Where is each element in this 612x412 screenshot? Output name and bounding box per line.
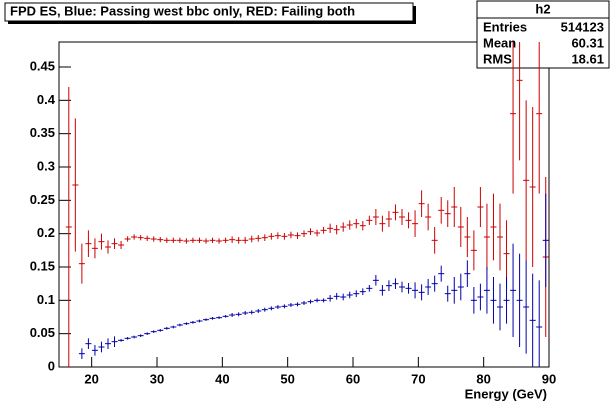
frame — [58, 41, 550, 368]
x-tick-label: 70 — [411, 371, 425, 386]
x-tick-label: 90 — [542, 371, 556, 386]
y-tick-label: 0.15 — [30, 258, 55, 273]
y-tick-label: 0.05 — [30, 325, 55, 340]
y-tick-label: 0.45 — [30, 58, 55, 73]
stats-value: 18.61 — [571, 51, 604, 66]
x-tick-label: 40 — [215, 371, 229, 386]
x-tick-label: 60 — [346, 371, 360, 386]
y-tick-label: 0 — [48, 358, 55, 373]
y-tick-label: 0.3 — [37, 158, 55, 173]
x-tick-label: 80 — [476, 371, 490, 386]
chart-title: FPD ES, Blue: Passing west bbc only, RED… — [10, 3, 355, 18]
x-tick-label: 30 — [150, 371, 164, 386]
y-tick-label: 0.25 — [30, 192, 55, 207]
y-tick-label: 0.4 — [37, 92, 56, 107]
stats-label: RMS — [483, 51, 512, 66]
stats-box — [476, 0, 610, 69]
stats-name: h2 — [535, 1, 550, 16]
y-tick-label: 0.2 — [37, 225, 55, 240]
stats-value: 60.31 — [571, 35, 604, 50]
y-tick-label: 0.1 — [37, 292, 55, 307]
title-box — [4, 2, 414, 22]
stats-value: 514123 — [561, 19, 604, 34]
x-tick-label: 20 — [84, 371, 98, 386]
stats-label: Mean — [483, 35, 516, 50]
x-tick-label: 50 — [280, 371, 294, 386]
x-axis-label: Energy (GeV) — [465, 386, 547, 401]
y-tick-label: 0.35 — [30, 125, 55, 140]
stats-label: Entries — [483, 19, 527, 34]
